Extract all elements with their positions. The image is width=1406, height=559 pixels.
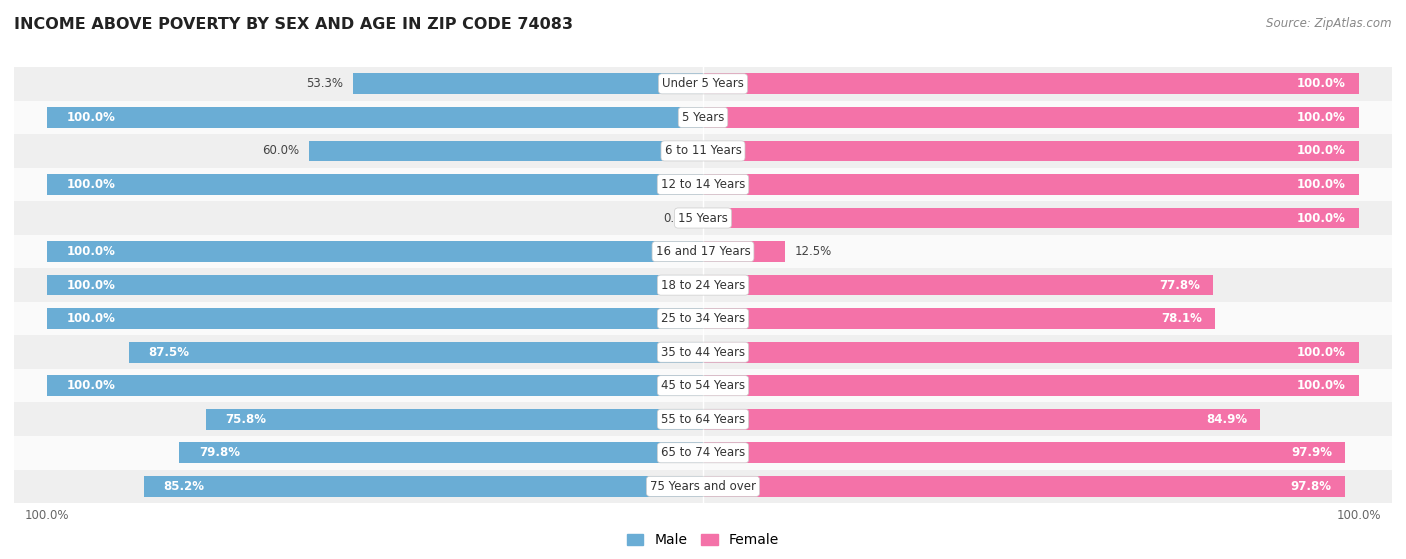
Bar	[309, 140, 703, 162]
Text: 75.8%: 75.8%	[225, 413, 266, 426]
Text: Source: ZipAtlas.com: Source: ZipAtlas.com	[1267, 17, 1392, 30]
Bar	[14, 134, 1392, 168]
Text: 100.0%: 100.0%	[1298, 211, 1346, 225]
Bar	[46, 308, 703, 329]
Text: 100.0%: 100.0%	[66, 245, 115, 258]
Bar	[180, 442, 703, 463]
Bar	[703, 476, 1344, 497]
Text: 100.0%: 100.0%	[1298, 77, 1346, 91]
Text: 12 to 14 Years: 12 to 14 Years	[661, 178, 745, 191]
Text: INCOME ABOVE POVERTY BY SEX AND AGE IN ZIP CODE 74083: INCOME ABOVE POVERTY BY SEX AND AGE IN Z…	[14, 17, 574, 32]
Text: 12.5%: 12.5%	[794, 245, 832, 258]
Text: 15 Years: 15 Years	[678, 211, 728, 225]
Bar	[353, 73, 703, 94]
Bar	[143, 476, 703, 497]
Text: 78.1%: 78.1%	[1161, 312, 1202, 325]
Bar	[14, 268, 1392, 302]
Text: 97.8%: 97.8%	[1291, 480, 1331, 493]
Text: 60.0%: 60.0%	[263, 144, 299, 158]
Text: 97.9%: 97.9%	[1291, 446, 1333, 459]
Bar	[703, 342, 1360, 363]
Bar	[703, 308, 1215, 329]
Bar	[703, 107, 1360, 128]
Bar	[703, 274, 1213, 296]
Text: 100.0%: 100.0%	[66, 178, 115, 191]
Text: 75 Years and over: 75 Years and over	[650, 480, 756, 493]
Text: 85.2%: 85.2%	[163, 480, 205, 493]
Bar	[14, 67, 1392, 101]
Text: 65 to 74 Years: 65 to 74 Years	[661, 446, 745, 459]
Bar	[14, 101, 1392, 134]
Text: 53.3%: 53.3%	[307, 77, 343, 91]
Text: 55 to 64 Years: 55 to 64 Years	[661, 413, 745, 426]
Text: 45 to 54 Years: 45 to 54 Years	[661, 379, 745, 392]
Text: 6 to 11 Years: 6 to 11 Years	[665, 144, 741, 158]
Bar	[46, 274, 703, 296]
Text: 100.0%: 100.0%	[66, 312, 115, 325]
Text: 100.0%: 100.0%	[1298, 379, 1346, 392]
Text: 35 to 44 Years: 35 to 44 Years	[661, 345, 745, 359]
Bar	[703, 73, 1360, 94]
Legend: Male, Female: Male, Female	[621, 528, 785, 553]
Text: 5 Years: 5 Years	[682, 111, 724, 124]
Bar	[703, 375, 1360, 396]
Text: 18 to 24 Years: 18 to 24 Years	[661, 278, 745, 292]
Text: 100.0%: 100.0%	[1298, 111, 1346, 124]
Text: 25 to 34 Years: 25 to 34 Years	[661, 312, 745, 325]
Text: 100.0%: 100.0%	[1298, 178, 1346, 191]
Bar	[703, 140, 1360, 162]
Bar	[129, 342, 703, 363]
Text: 100.0%: 100.0%	[66, 278, 115, 292]
Bar	[14, 335, 1392, 369]
Text: 100.0%: 100.0%	[1298, 144, 1346, 158]
Bar	[14, 402, 1392, 436]
Text: 100.0%: 100.0%	[66, 111, 115, 124]
Bar	[46, 241, 703, 262]
Bar	[46, 375, 703, 396]
Bar	[703, 409, 1260, 430]
Bar	[46, 174, 703, 195]
Text: 84.9%: 84.9%	[1206, 413, 1247, 426]
Text: 16 and 17 Years: 16 and 17 Years	[655, 245, 751, 258]
Text: Under 5 Years: Under 5 Years	[662, 77, 744, 91]
Text: 100.0%: 100.0%	[66, 379, 115, 392]
Bar	[703, 207, 1360, 229]
Bar	[205, 409, 703, 430]
Text: 0.0%: 0.0%	[664, 211, 693, 225]
Text: 77.8%: 77.8%	[1160, 278, 1201, 292]
Bar	[14, 168, 1392, 201]
Bar	[46, 107, 703, 128]
Bar	[703, 241, 785, 262]
Text: 79.8%: 79.8%	[200, 446, 240, 459]
Bar	[14, 235, 1392, 268]
Bar	[14, 436, 1392, 470]
Bar	[14, 201, 1392, 235]
Text: 100.0%: 100.0%	[1298, 345, 1346, 359]
Bar	[703, 442, 1346, 463]
Bar	[14, 302, 1392, 335]
Bar	[14, 369, 1392, 402]
Bar	[14, 470, 1392, 503]
Bar	[703, 174, 1360, 195]
Text: 87.5%: 87.5%	[149, 345, 190, 359]
